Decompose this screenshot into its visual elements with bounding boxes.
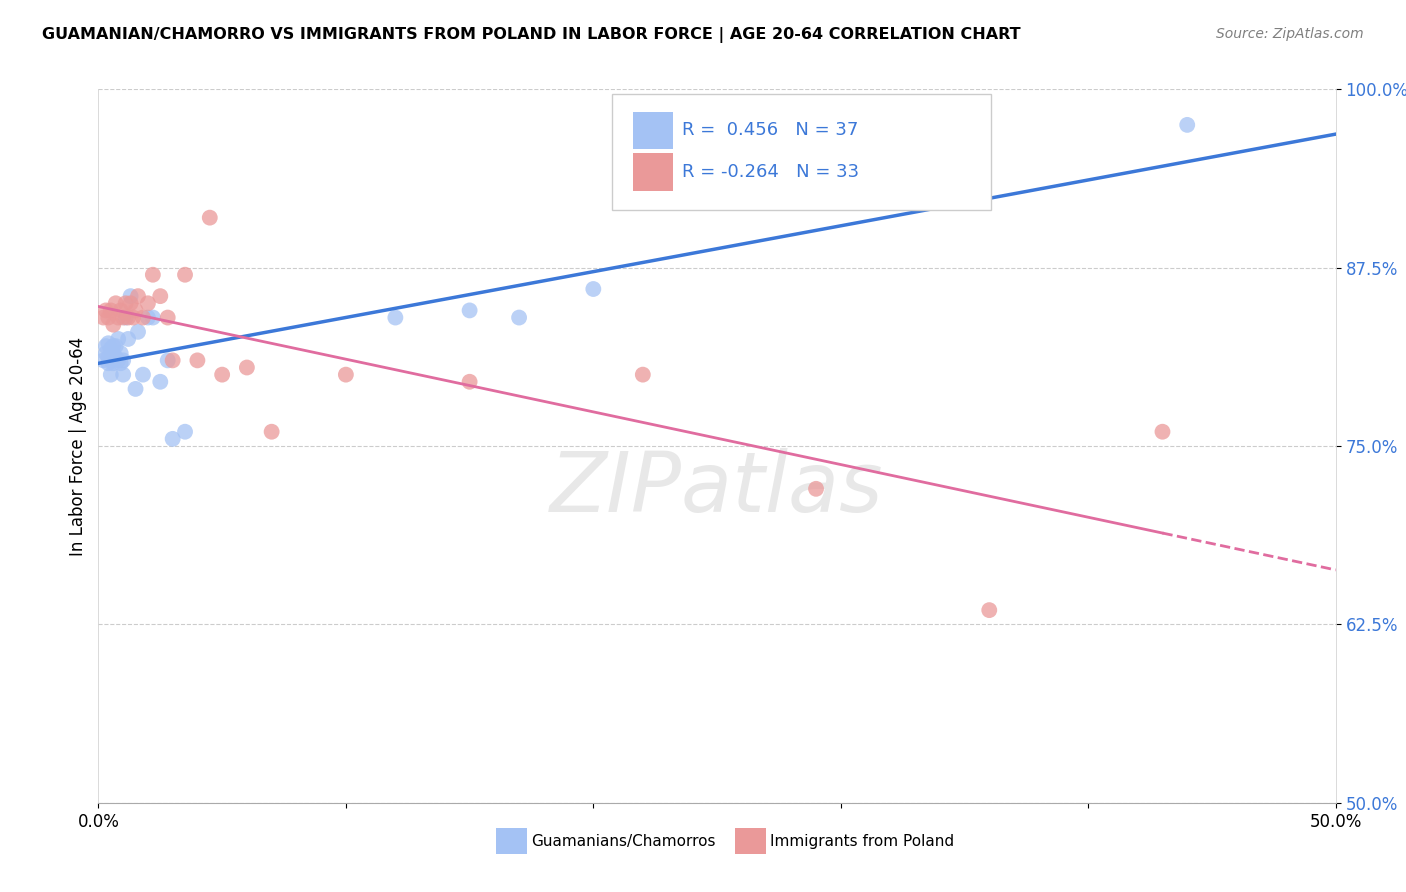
Point bbox=[122, 310, 145, 325]
Point bbox=[198, 211, 221, 225]
Point bbox=[104, 351, 127, 365]
Point bbox=[103, 339, 125, 353]
Text: R =  0.456   N = 37: R = 0.456 N = 37 bbox=[682, 121, 858, 139]
Point bbox=[94, 346, 117, 360]
Point bbox=[94, 303, 117, 318]
Point bbox=[104, 339, 127, 353]
Text: Guamanians/Chamorros: Guamanians/Chamorros bbox=[531, 834, 716, 848]
Point bbox=[156, 353, 179, 368]
Point bbox=[149, 375, 172, 389]
Point bbox=[186, 353, 208, 368]
Point bbox=[132, 310, 155, 325]
Point bbox=[103, 356, 125, 370]
Point bbox=[114, 296, 136, 310]
Point bbox=[107, 353, 129, 368]
Point bbox=[97, 351, 120, 365]
Text: GUAMANIAN/CHAMORRO VS IMMIGRANTS FROM POLAND IN LABOR FORCE | AGE 20-64 CORRELAT: GUAMANIAN/CHAMORRO VS IMMIGRANTS FROM PO… bbox=[42, 27, 1021, 43]
Point bbox=[1152, 425, 1174, 439]
Point bbox=[107, 310, 129, 325]
Point bbox=[103, 318, 125, 332]
Point bbox=[582, 282, 605, 296]
Point bbox=[100, 303, 122, 318]
Point bbox=[236, 360, 259, 375]
Point bbox=[93, 353, 115, 368]
Point bbox=[112, 368, 135, 382]
Point bbox=[110, 356, 132, 370]
Text: ZIPatlas: ZIPatlas bbox=[550, 449, 884, 529]
Text: R = -0.264   N = 33: R = -0.264 N = 33 bbox=[682, 163, 859, 181]
Point bbox=[174, 425, 197, 439]
Point bbox=[458, 375, 481, 389]
Point bbox=[120, 289, 142, 303]
Point bbox=[100, 368, 122, 382]
Point bbox=[142, 310, 165, 325]
Point bbox=[97, 310, 120, 325]
Point bbox=[112, 310, 135, 325]
Y-axis label: In Labor Force | Age 20-64: In Labor Force | Age 20-64 bbox=[69, 336, 87, 556]
Point bbox=[136, 310, 159, 325]
Point bbox=[384, 310, 406, 325]
Text: Source: ZipAtlas.com: Source: ZipAtlas.com bbox=[1216, 27, 1364, 41]
Point bbox=[110, 303, 132, 318]
Point bbox=[162, 353, 184, 368]
Point bbox=[458, 303, 481, 318]
Point bbox=[136, 296, 159, 310]
Point bbox=[804, 482, 827, 496]
Point bbox=[112, 353, 135, 368]
Point bbox=[107, 332, 129, 346]
Point bbox=[110, 346, 132, 360]
Point bbox=[117, 310, 139, 325]
Point bbox=[100, 342, 122, 356]
Point bbox=[94, 339, 117, 353]
Point bbox=[132, 368, 155, 382]
Point bbox=[97, 356, 120, 370]
Point bbox=[103, 346, 125, 360]
Point bbox=[120, 296, 142, 310]
Point bbox=[93, 310, 115, 325]
Point bbox=[174, 268, 197, 282]
Point bbox=[100, 353, 122, 368]
Point bbox=[335, 368, 357, 382]
Point bbox=[1175, 118, 1198, 132]
Point bbox=[117, 332, 139, 346]
Point bbox=[114, 310, 136, 325]
Point bbox=[104, 296, 127, 310]
Point bbox=[631, 368, 654, 382]
Point bbox=[508, 310, 530, 325]
Point bbox=[127, 289, 149, 303]
Point bbox=[149, 289, 172, 303]
Text: Immigrants from Poland: Immigrants from Poland bbox=[770, 834, 955, 848]
Point bbox=[979, 603, 1001, 617]
Point bbox=[142, 268, 165, 282]
Point bbox=[162, 432, 184, 446]
Point bbox=[124, 382, 146, 396]
Point bbox=[97, 336, 120, 351]
Point bbox=[211, 368, 233, 382]
Point bbox=[124, 303, 146, 318]
Point bbox=[260, 425, 283, 439]
Point bbox=[127, 325, 149, 339]
Point bbox=[156, 310, 179, 325]
